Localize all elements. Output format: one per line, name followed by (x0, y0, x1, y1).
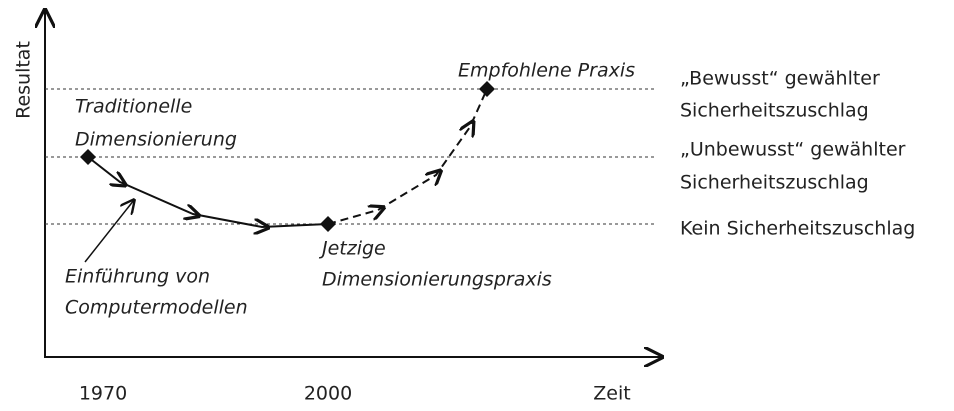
node-label: Dimensionierung (75, 129, 237, 151)
annotation-arrow (84, 200, 134, 263)
annotation-label: Computermodellen (65, 297, 248, 319)
future-curve (327, 88, 488, 225)
y-axis-label: Resultat (13, 41, 35, 119)
past-curve (87, 156, 329, 227)
level-label: Sicherheitszuschlag (680, 100, 869, 122)
node-label: Jetzige (318, 238, 386, 260)
x-tick-label: 2000 (304, 383, 352, 405)
annotation-label: Einführung von (65, 266, 210, 288)
nodes (80, 81, 495, 232)
node-label: Traditionelle (75, 96, 192, 118)
level-label: „Bewusst“ gewählter (680, 68, 880, 90)
node-label: Empfohlene Praxis (458, 60, 635, 82)
level-label: Sicherheitszuschlag (680, 172, 869, 194)
level-label: „Unbewusst“ gewählter (680, 139, 906, 161)
level-label: Kein Sicherheitszuschlag (680, 218, 915, 240)
x-axis-label: Zeit (593, 383, 630, 405)
node-label: Dimensionierungspraxis (322, 269, 552, 291)
x-tick-label: 1970 (79, 383, 127, 405)
